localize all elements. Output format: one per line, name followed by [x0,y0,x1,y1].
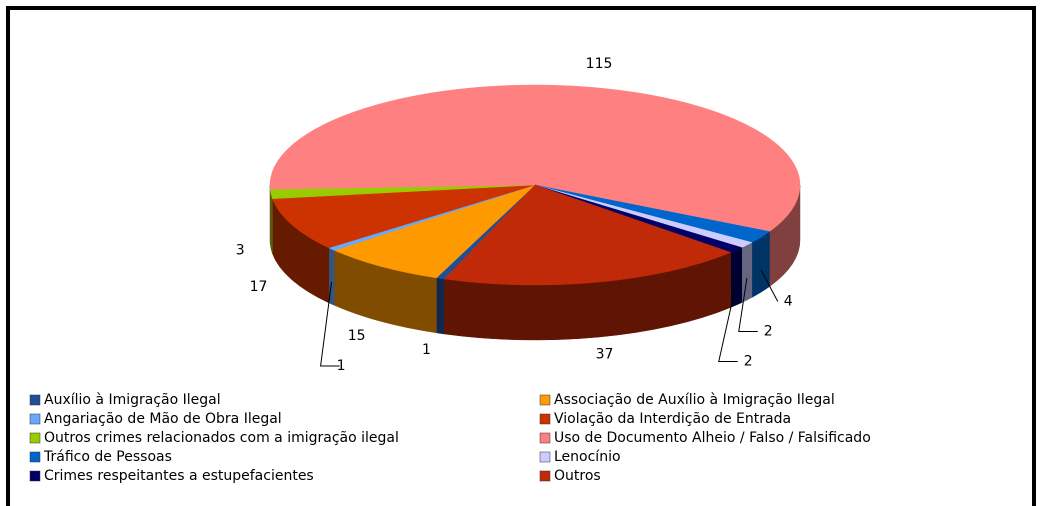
legend-swatch [30,414,40,424]
legend-label: Violação da Interdição de Entrada [554,411,791,427]
legend-label: Associação de Auxílio à Imigração Ilegal [554,392,835,408]
legend-label: Angariação de Mão de Obra Ilegal [44,411,282,427]
legend-label: Auxílio à Imigração Ilegal [44,392,221,408]
data-label: 4 [784,294,793,310]
legend-swatch [540,433,550,443]
legend-swatch [30,395,40,405]
data-label: 1 [422,342,431,358]
legend-label: Lenocínio [554,449,621,465]
data-label: 17 [250,279,268,295]
pie-side [752,232,770,298]
legend-label: Crimes respeitantes a estupefacientes [44,468,314,484]
legend-swatch [540,452,550,462]
data-label: 1 [337,358,346,374]
legend-label: Tráfico de Pessoas [43,449,172,465]
data-label: 3 [236,243,245,259]
pie-side [436,278,444,334]
legend-label: Outros [554,468,601,484]
legend-swatch [30,452,40,462]
legend-swatch [30,433,40,443]
legend-swatch [30,471,40,481]
data-label: 2 [764,324,773,340]
legend-swatch [540,395,550,405]
data-label: 115 [586,56,613,72]
pie-side [742,242,752,302]
legend-swatch [540,471,550,481]
legend-label: Uso de Documento Alheio / Falso / Falsif… [554,430,871,446]
pie-side [270,189,272,254]
data-label: 2 [744,354,753,370]
data-label: 15 [348,328,366,344]
legend-label: Outros crimes relacionados com a imigraç… [44,430,399,446]
data-label: 37 [596,347,614,363]
legend-swatch [540,414,550,424]
